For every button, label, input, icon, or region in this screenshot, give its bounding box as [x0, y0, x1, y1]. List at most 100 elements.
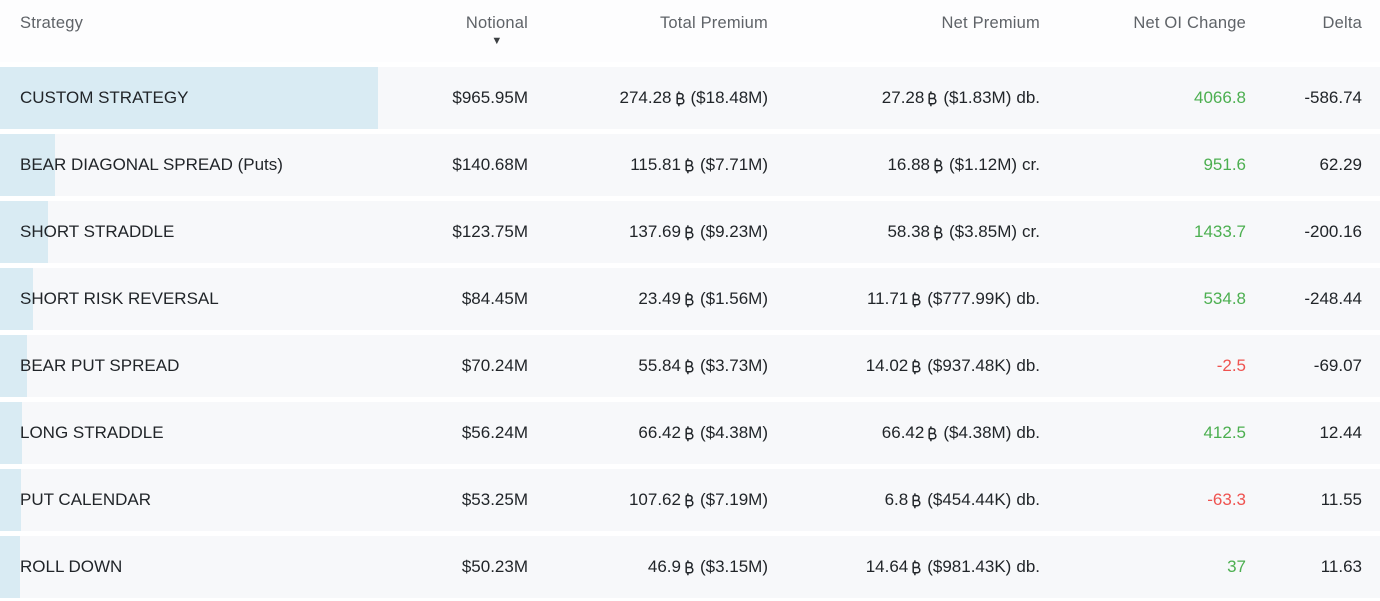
notional-bar: [0, 469, 21, 531]
total-premium-value: 23.49 ($1.56M): [528, 268, 768, 330]
net-oi-change-value: 1433.7: [1194, 222, 1246, 241]
net-premium-usd: ($937.48K): [927, 356, 1012, 375]
table-header: Strategy Notional ▼ Total Premium Net Pr…: [0, 0, 1380, 62]
notional-value: $70.24M: [461, 356, 528, 375]
btc-symbol-icon: [912, 292, 921, 308]
btc-symbol-icon: [928, 91, 937, 107]
column-header-notional-label: Notional: [465, 14, 528, 32]
table-row[interactable]: ROLL DOWN $50.23M 46.9 ($3.15M) 14.64 ($…: [0, 536, 1380, 598]
strategy-name: SHORT STRADDLE: [20, 222, 175, 241]
notional-value: $84.45M: [461, 289, 528, 308]
btc-symbol-icon: [912, 560, 921, 576]
total-premium-usd: ($7.19M): [699, 490, 768, 509]
notional-value: $50.23M: [461, 557, 528, 576]
net-premium-value: 6.8 ($454.44K) db.: [768, 469, 1040, 531]
delta-value: 11.63: [1320, 557, 1362, 576]
table-row[interactable]: PUT CALENDAR $53.25M 107.62 ($7.19M) 6.8…: [0, 469, 1380, 531]
net-premium-btc: 27.28: [881, 88, 925, 107]
total-premium-usd: ($4.38M): [699, 423, 768, 442]
delta-value: -200.16: [1304, 222, 1362, 241]
net-premium-side: db.: [1016, 289, 1040, 308]
table-row[interactable]: BEAR PUT SPREAD $70.24M 55.84 ($3.73M) 1…: [0, 335, 1380, 397]
strategy-cell: LONG STRADDLE: [0, 402, 378, 464]
net-premium-value: 14.02 ($937.48K) db.: [768, 335, 1040, 397]
btc-symbol-icon: [912, 359, 921, 375]
strategy-name: LONG STRADDLE: [20, 423, 164, 442]
column-header-strategy[interactable]: Strategy: [20, 14, 84, 32]
net-premium-usd: ($1.83M): [943, 88, 1012, 107]
btc-symbol-icon: [928, 426, 937, 442]
net-premium-usd: ($454.44K): [927, 490, 1012, 509]
btc-symbol-icon: [685, 359, 694, 375]
notional-bar: [0, 335, 28, 397]
net-premium-usd: ($3.85M): [949, 222, 1018, 241]
notional-value: $56.24M: [461, 423, 528, 442]
table-body: CUSTOM STRATEGY $965.95M 274.28 ($18.48M…: [0, 67, 1380, 598]
net-oi-change-value: 951.6: [1203, 155, 1246, 174]
total-premium-btc: 46.9: [647, 557, 681, 576]
btc-symbol-icon: [934, 225, 943, 241]
btc-symbol-icon: [675, 91, 685, 107]
notional-bar: [0, 67, 378, 129]
net-premium-usd: ($1.12M): [949, 155, 1018, 174]
strategy-cell: SHORT RISK REVERSAL: [0, 268, 378, 330]
btc-symbol-icon: [685, 292, 694, 308]
table-row[interactable]: SHORT RISK REVERSAL $84.45M 23.49 ($1.56…: [0, 268, 1380, 330]
delta-value: -248.44: [1304, 289, 1362, 308]
sort-descending-icon: ▼: [491, 35, 503, 47]
net-premium-side: cr.: [1022, 222, 1040, 241]
btc-symbol-icon: [685, 426, 694, 442]
notional-bar: [0, 268, 34, 330]
total-premium-btc: 107.62: [628, 490, 681, 509]
strategy-cell: SHORT STRADDLE: [0, 201, 378, 263]
total-premium-btc: 137.69: [628, 222, 681, 241]
total-premium-btc: 66.42: [638, 423, 681, 442]
table-row[interactable]: BEAR DIAGONAL SPREAD (Puts) $140.68M 115…: [0, 134, 1380, 196]
net-oi-change-value: -2.5: [1216, 356, 1246, 375]
notional-value: $123.75M: [452, 222, 528, 241]
btc-symbol-icon: [685, 493, 694, 509]
delta-value: -69.07: [1313, 356, 1362, 375]
net-premium-value: 58.38 ($3.85M) cr.: [768, 201, 1040, 263]
strategy-cell: BEAR PUT SPREAD: [0, 335, 378, 397]
total-premium-usd: ($3.15M): [699, 557, 768, 576]
net-premium-usd: ($4.38M): [943, 423, 1012, 442]
net-premium-btc: 66.42: [881, 423, 925, 442]
total-premium-value: 115.81 ($7.71M): [528, 134, 768, 196]
total-premium-usd: ($3.73M): [699, 356, 768, 375]
net-premium-btc: 16.88: [887, 155, 931, 174]
notional-value: $53.25M: [461, 490, 528, 509]
net-premium-btc: 6.8: [884, 490, 909, 509]
net-premium-btc: 11.71: [866, 289, 909, 308]
total-premium-value: 55.84 ($3.73M): [528, 335, 768, 397]
total-premium-btc: 115.81: [630, 155, 681, 174]
net-premium-value: 16.88 ($1.12M) cr.: [768, 134, 1040, 196]
net-premium-btc: 14.64: [865, 557, 909, 576]
delta-value: 62.29: [1319, 155, 1362, 174]
net-premium-side: db.: [1016, 88, 1040, 107]
total-premium-value: 107.62 ($7.19M): [528, 469, 768, 531]
net-premium-side: db.: [1016, 423, 1040, 442]
net-oi-change-value: -63.3: [1207, 490, 1246, 509]
btc-symbol-icon: [934, 158, 943, 174]
total-premium-value: 66.42 ($4.38M): [528, 402, 768, 464]
column-header-notional[interactable]: Notional ▼: [378, 0, 528, 62]
strategy-name: CUSTOM STRATEGY: [20, 88, 189, 107]
column-header-net-premium[interactable]: Net Premium: [941, 14, 1040, 32]
table-row[interactable]: LONG STRADDLE $56.24M 66.42 ($4.38M) 66.…: [0, 402, 1380, 464]
column-header-net-oi-change[interactable]: Net OI Change: [1133, 14, 1246, 32]
table-row[interactable]: CUSTOM STRATEGY $965.95M 274.28 ($18.48M…: [0, 67, 1380, 129]
notional-bar: [0, 536, 20, 598]
total-premium-usd: ($7.71M): [699, 155, 768, 174]
total-premium-value: 46.9 ($3.15M): [528, 536, 768, 598]
delta-value: 12.44: [1319, 423, 1362, 442]
net-premium-side: db.: [1016, 490, 1040, 509]
strategy-cell: PUT CALENDAR: [0, 469, 378, 531]
table-row[interactable]: SHORT STRADDLE $123.75M 137.69 ($9.23M) …: [0, 201, 1380, 263]
column-header-total-premium[interactable]: Total Premium: [659, 14, 768, 32]
net-premium-usd: ($777.99K): [927, 289, 1012, 308]
net-premium-value: 14.64 ($981.43K) db.: [768, 536, 1040, 598]
column-header-delta[interactable]: Delta: [1322, 14, 1362, 32]
btc-symbol-icon: [912, 493, 921, 509]
